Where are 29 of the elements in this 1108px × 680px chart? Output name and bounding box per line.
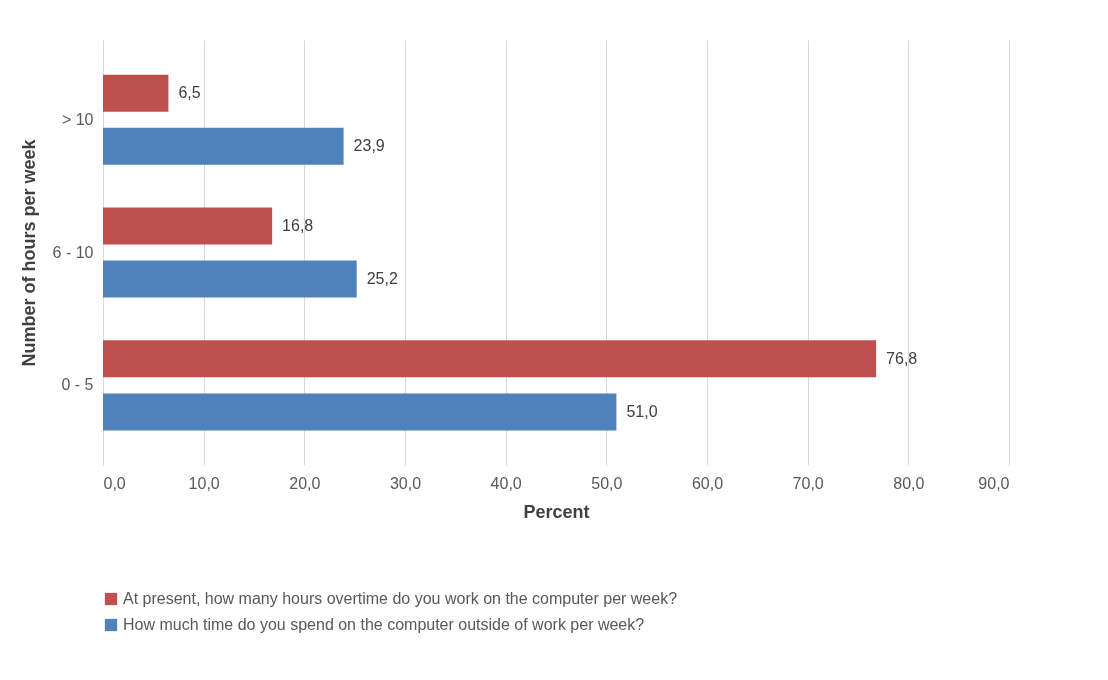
data-label: 6,5	[178, 84, 201, 102]
x-tick-label: 30,0	[389, 474, 422, 492]
bar	[103, 127, 344, 165]
data-label: 16,8	[282, 216, 314, 234]
data-label: 51,0	[626, 402, 658, 420]
x-tick-label: 0,0	[103, 474, 126, 492]
y-tick-label: 0 - 5	[61, 376, 94, 394]
bar	[103, 207, 273, 245]
y-tick-label: 6 - 10	[52, 243, 94, 261]
bar	[103, 393, 617, 431]
x-axis-title: Percent	[523, 501, 590, 522]
legend-label: At present, how many hours overtime do you work on the computer per week?	[123, 590, 678, 607]
data-label: 23,9	[353, 137, 385, 155]
x-tick-label: 40,0	[490, 474, 522, 492]
bar	[103, 260, 357, 298]
data-label: 25,2	[366, 270, 398, 288]
x-tick-label: 70,0	[792, 474, 824, 492]
y-tick-label: > 10	[61, 110, 94, 128]
x-tick-label: 60,0	[691, 474, 724, 492]
x-tick-label: 10,0	[188, 474, 220, 492]
x-tick-label: 50,0	[591, 474, 623, 492]
data-label: 76,8	[886, 349, 918, 367]
bar	[103, 340, 877, 378]
legend-label: How much time do you spend on the computer outside of work per week?	[123, 616, 645, 633]
x-tick-label: 80,0	[893, 474, 925, 492]
x-tick-label: 20,0	[289, 474, 321, 492]
y-axis-title: Number of hours per week	[18, 138, 39, 367]
x-tick-label: 90,0	[978, 474, 1010, 492]
bar	[103, 74, 169, 112]
